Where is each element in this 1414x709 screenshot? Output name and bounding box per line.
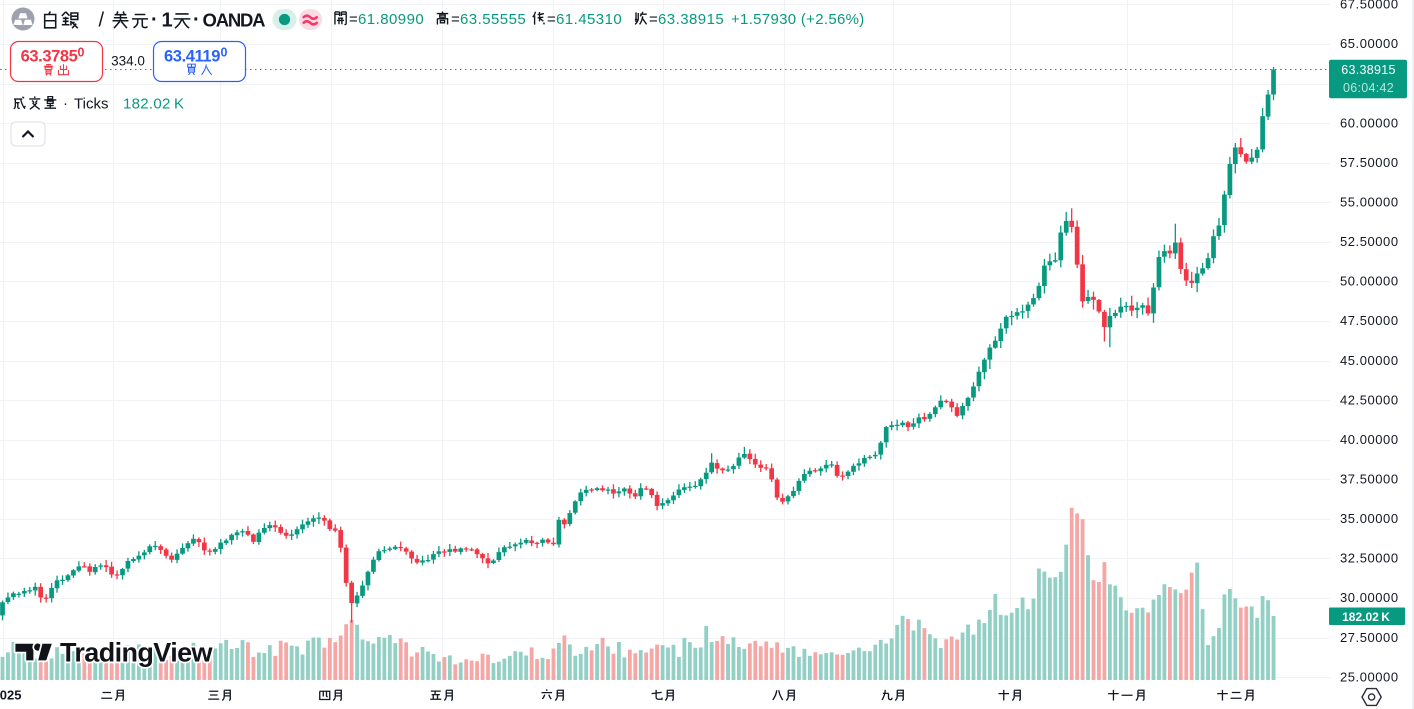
svg-text:61.80990: 61.80990 bbox=[358, 11, 424, 28]
svg-text:=: = bbox=[451, 11, 460, 28]
svg-text:06:04:42: 06:04:42 bbox=[1343, 81, 1394, 95]
svg-text:27.50000: 27.50000 bbox=[1340, 630, 1399, 645]
svg-text:·: · bbox=[151, 9, 158, 31]
svg-text:182.02 K: 182.02 K bbox=[1342, 610, 1390, 624]
svg-text:0: 0 bbox=[221, 46, 228, 60]
svg-text:2025: 2025 bbox=[0, 688, 21, 703]
svg-text:=: = bbox=[649, 11, 658, 28]
svg-text:61.45310: 61.45310 bbox=[556, 11, 622, 28]
svg-text:30.00000: 30.00000 bbox=[1340, 590, 1399, 605]
svg-text:52.50000: 52.50000 bbox=[1340, 234, 1399, 249]
svg-text:35.00000: 35.00000 bbox=[1340, 511, 1399, 526]
svg-text:182.02 K: 182.02 K bbox=[123, 96, 184, 113]
svg-text:63.3785: 63.3785 bbox=[21, 48, 78, 66]
svg-text:/: / bbox=[99, 10, 105, 32]
svg-text:63.38915: 63.38915 bbox=[1341, 63, 1396, 77]
svg-text:37.50000: 37.50000 bbox=[1340, 472, 1399, 487]
svg-text:60.00000: 60.00000 bbox=[1340, 115, 1399, 130]
svg-text:42.50000: 42.50000 bbox=[1340, 392, 1399, 407]
svg-text:Ticks: Ticks bbox=[74, 96, 108, 113]
svg-text:TradingView: TradingView bbox=[60, 638, 214, 668]
svg-text:67.50000: 67.50000 bbox=[1340, 0, 1399, 12]
svg-text:25.00000: 25.00000 bbox=[1340, 669, 1399, 684]
svg-text:=: = bbox=[349, 11, 358, 28]
svg-text:63.38915: 63.38915 bbox=[658, 11, 724, 28]
svg-text:0: 0 bbox=[78, 46, 85, 60]
svg-text:=: = bbox=[547, 11, 556, 28]
svg-text:1: 1 bbox=[162, 10, 173, 32]
svg-text:63.55555: 63.55555 bbox=[460, 11, 526, 28]
svg-text:57.50000: 57.50000 bbox=[1340, 155, 1399, 170]
svg-text:·: · bbox=[63, 95, 68, 112]
svg-text:47.50000: 47.50000 bbox=[1340, 313, 1399, 328]
svg-text:·: · bbox=[193, 9, 200, 31]
svg-text:32.50000: 32.50000 bbox=[1340, 551, 1399, 566]
svg-text:OANDA: OANDA bbox=[203, 10, 266, 31]
svg-text:45.00000: 45.00000 bbox=[1340, 353, 1399, 368]
svg-text:334.0: 334.0 bbox=[111, 54, 145, 69]
svg-text:55.00000: 55.00000 bbox=[1340, 195, 1399, 210]
svg-text:+1.57930 (+2.56%): +1.57930 (+2.56%) bbox=[731, 11, 865, 28]
svg-text:65.00000: 65.00000 bbox=[1340, 36, 1399, 51]
svg-text:63.4119: 63.4119 bbox=[164, 48, 220, 66]
svg-text:40.00000: 40.00000 bbox=[1340, 432, 1399, 447]
svg-text:50.00000: 50.00000 bbox=[1340, 274, 1399, 289]
